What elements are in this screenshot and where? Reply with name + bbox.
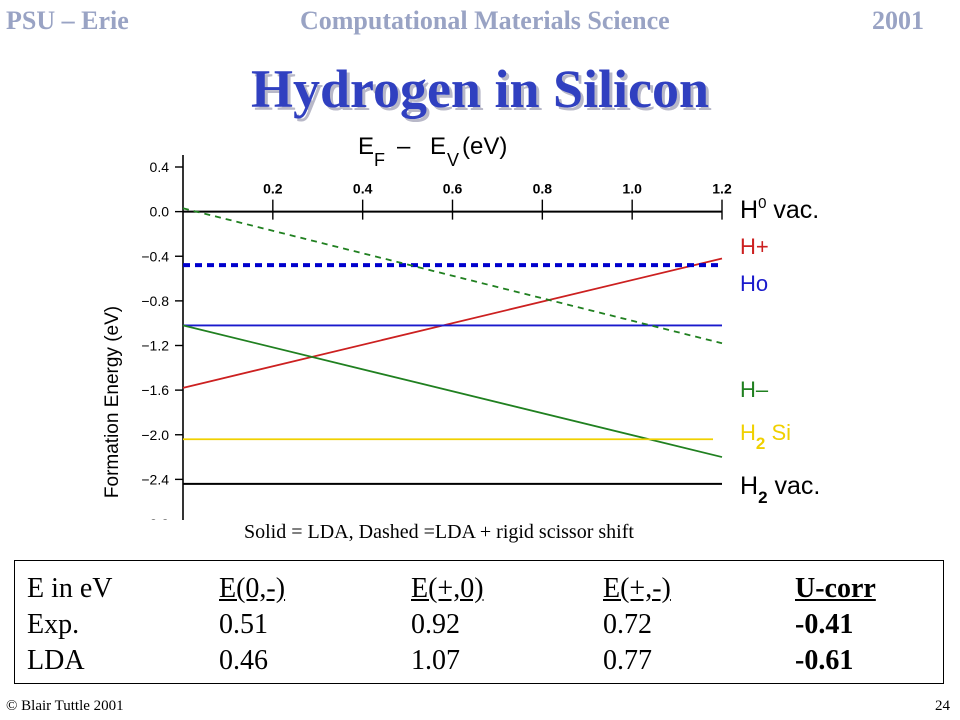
series-label: H0 vac. <box>740 195 819 224</box>
top-axis-label-sub-V: V <box>447 150 459 170</box>
table-cell: -0.61 <box>795 645 854 676</box>
y-tick-label: −0.4 <box>141 248 169 264</box>
table-cell: Exp. <box>27 609 80 640</box>
y-axis-title: Formation Energy (eV) <box>102 306 123 498</box>
table-header-cell: U-corr <box>795 573 876 604</box>
table-header-cell: E(0,-) <box>219 573 286 604</box>
table-header-cell: E in eV <box>27 573 113 604</box>
table-header-cell: E(+,-) <box>603 573 671 604</box>
series-label: H2 vac. <box>740 472 820 507</box>
top-axis-label-E: E <box>358 133 374 160</box>
table-header-row: E in eV E(0,-) E(+,0) E(+,-) U-corr <box>15 573 943 607</box>
table-cell: 0.72 <box>603 609 652 640</box>
x-tick-label: 0.2 <box>263 181 283 197</box>
x-tick-label: 1.0 <box>622 181 642 197</box>
chart-caption: Solid = LDA, Dashed =LDA + rigid scissor… <box>244 521 634 543</box>
table-cell: 0.51 <box>219 609 268 640</box>
table-cell: 0.46 <box>219 645 268 676</box>
page-number: 24 <box>935 698 950 714</box>
x-tick-label: 0.6 <box>443 181 463 197</box>
table-cell: 1.07 <box>411 645 460 676</box>
series-label: H+ <box>740 234 769 259</box>
slide-title: Hydrogen in Silicon <box>250 59 710 119</box>
axes: 0.4 0.0 −0.4 −0.8 −1.2 −1.6 −2.0 −2.4 −2.8 0.2 0.4… <box>141 155 732 520</box>
x-tick-label: 1.2 <box>712 181 732 197</box>
x-tick-label: 0.4 <box>353 181 373 197</box>
table-header-cell: E(+,0) <box>411 573 484 604</box>
series-label: Ho <box>740 271 768 296</box>
header-left: PSU – Erie <box>6 6 129 35</box>
series-group <box>182 207 723 485</box>
y-tick-label: 0.0 <box>150 204 170 220</box>
table-row: LDA 0.46 1.07 0.77 -0.61 <box>15 645 943 679</box>
series-line <box>182 257 723 389</box>
header-right: 2001 <box>872 6 924 35</box>
top-axis-label-dash: – <box>397 133 411 160</box>
table-cell: -0.41 <box>795 609 854 640</box>
slide-header: PSU – Erie Computational Materials Scien… <box>0 0 960 40</box>
series-label: H– <box>740 377 769 402</box>
top-axis-label-E2: E <box>430 133 446 160</box>
results-table: E in eV E(0,-) E(+,0) E(+,-) U-corr Exp.… <box>14 560 944 684</box>
top-axis-label-sub-F: F <box>374 150 385 170</box>
footer-copyright: © Blair Tuttle 2001 <box>6 698 124 714</box>
y-tick-label: −1.6 <box>141 382 169 398</box>
formation-energy-chart: E F – E V (eV) Formation Energy (eV) 0.4… <box>102 133 820 520</box>
table-cell: 0.77 <box>603 645 652 676</box>
series-line <box>182 324 723 458</box>
table-cell: 0.92 <box>411 609 460 640</box>
y-tick-label: −1.2 <box>141 338 169 354</box>
y-tick-label: −2.0 <box>141 427 169 443</box>
x-tick-label: 0.8 <box>533 181 553 197</box>
series-line <box>182 207 723 345</box>
y-tick-label: 0.4 <box>150 159 170 175</box>
y-tick-label: −0.8 <box>141 293 169 309</box>
series-labels: H0 vac. H+ Ho H– H2 Si H2 vac. <box>740 195 820 507</box>
y-tick-label: −2.8 <box>141 516 169 520</box>
top-axis-label-unit: (eV) <box>462 133 507 160</box>
top-axis-label: E F – E V (eV) <box>358 133 507 170</box>
y-tick-label: −2.4 <box>141 471 169 487</box>
table-row: Exp. 0.51 0.92 0.72 -0.41 <box>15 609 943 643</box>
header-center: Computational Materials Science <box>300 6 670 35</box>
table-cell: LDA <box>27 645 85 676</box>
series-label: H2 Si <box>740 420 791 453</box>
